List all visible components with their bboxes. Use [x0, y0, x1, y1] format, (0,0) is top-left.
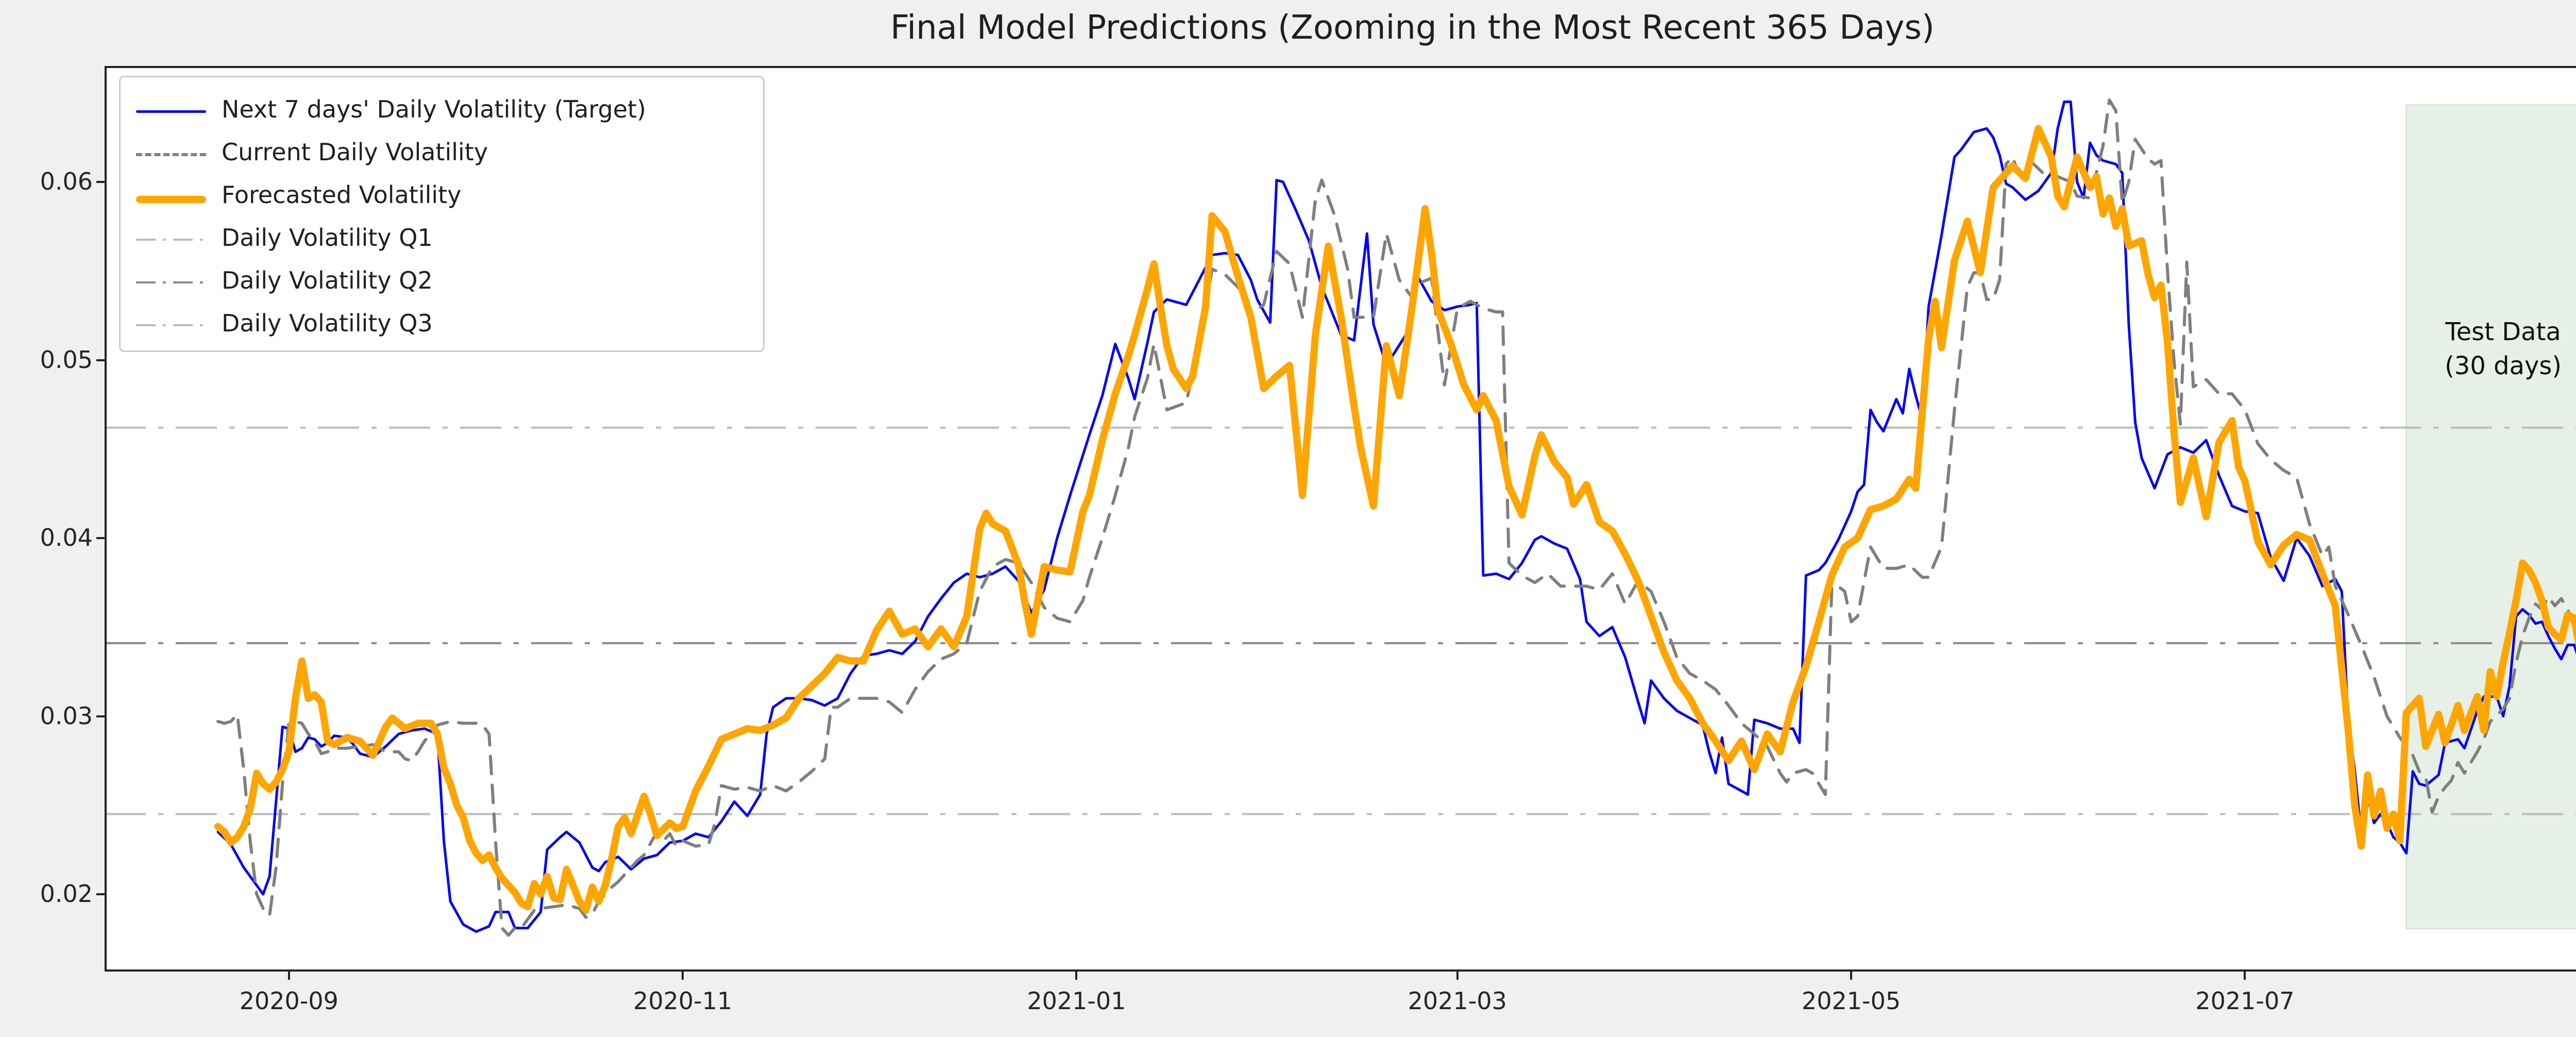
y-tick-label: 0.05 [40, 345, 93, 374]
y-tick-mark [96, 537, 105, 539]
test-data-band [2405, 104, 2576, 930]
legend-item: Daily Volatility Q3 [121, 303, 763, 346]
legend-line-swatch-icon [136, 196, 206, 203]
y-tick-mark [96, 181, 105, 183]
y-tick-mark [96, 715, 105, 717]
legend-line-swatch-icon [136, 110, 206, 113]
chart-canvas: Test Data (30 days) [107, 98, 2576, 937]
series-forecast-line [214, 125, 2576, 914]
series-target-line [216, 101, 2576, 933]
x-tick-label: 2021-01 [1027, 987, 1126, 1015]
x-tick-label: 2020-09 [239, 987, 338, 1015]
test-band-label-1: Test Data [2445, 317, 2561, 346]
x-tick-mark [682, 972, 684, 980]
legend-item: Next 7 days' Daily Volatility (Target) [121, 89, 763, 132]
x-tick-label: 2021-07 [2195, 987, 2295, 1015]
x-tick-label: 2021-09 [2568, 987, 2576, 1015]
legend-item-label: Daily Volatility Q3 [222, 309, 433, 337]
legend-item: Forecasted Volatility [121, 174, 763, 218]
y-tick-mark [96, 359, 105, 361]
x-tick-label: 2020-11 [633, 987, 733, 1015]
legend-dashed-swatch-icon [136, 153, 206, 156]
y-tick-label: 0.04 [40, 524, 93, 551]
legend-item-label: Daily Volatility Q2 [222, 266, 433, 294]
x-tick-mark [1075, 972, 1078, 980]
legend-item-label: Forecasted Volatility [222, 180, 462, 209]
legend-dashdot-swatch-icon [136, 281, 206, 283]
legend-dashdot-swatch-icon [136, 324, 206, 326]
x-tick-mark [1850, 972, 1853, 980]
test-band-label-2: (30 days) [2445, 352, 2562, 380]
legend-item: Daily Volatility Q2 [121, 260, 763, 303]
legend-item: Daily Volatility Q1 [121, 217, 763, 260]
chart-title: Final Model Predictions (Zooming in the … [890, 9, 1935, 47]
x-tick-label: 2021-05 [1801, 987, 1901, 1015]
legend-item-label: Current Daily Volatility [222, 138, 488, 166]
legend-item-label: Daily Volatility Q1 [222, 223, 433, 252]
x-tick-mark [1456, 972, 1459, 980]
y-tick-label: 0.02 [40, 880, 93, 908]
x-tick-label: 2021-03 [1408, 987, 1507, 1015]
x-tick-mark [287, 972, 290, 980]
legend-dashdot-swatch-icon [136, 239, 206, 241]
y-tick-label: 0.06 [40, 168, 93, 195]
y-tick-label: 0.03 [40, 701, 93, 730]
legend: Next 7 days' Daily Volatility (Target) Cu… [119, 76, 765, 352]
legend-item: Current Daily Volatility [121, 131, 763, 175]
x-tick-mark [2244, 972, 2246, 980]
legend-item-label: Next 7 days' Daily Volatility (Target) [222, 95, 647, 123]
y-tick-mark [96, 893, 105, 895]
